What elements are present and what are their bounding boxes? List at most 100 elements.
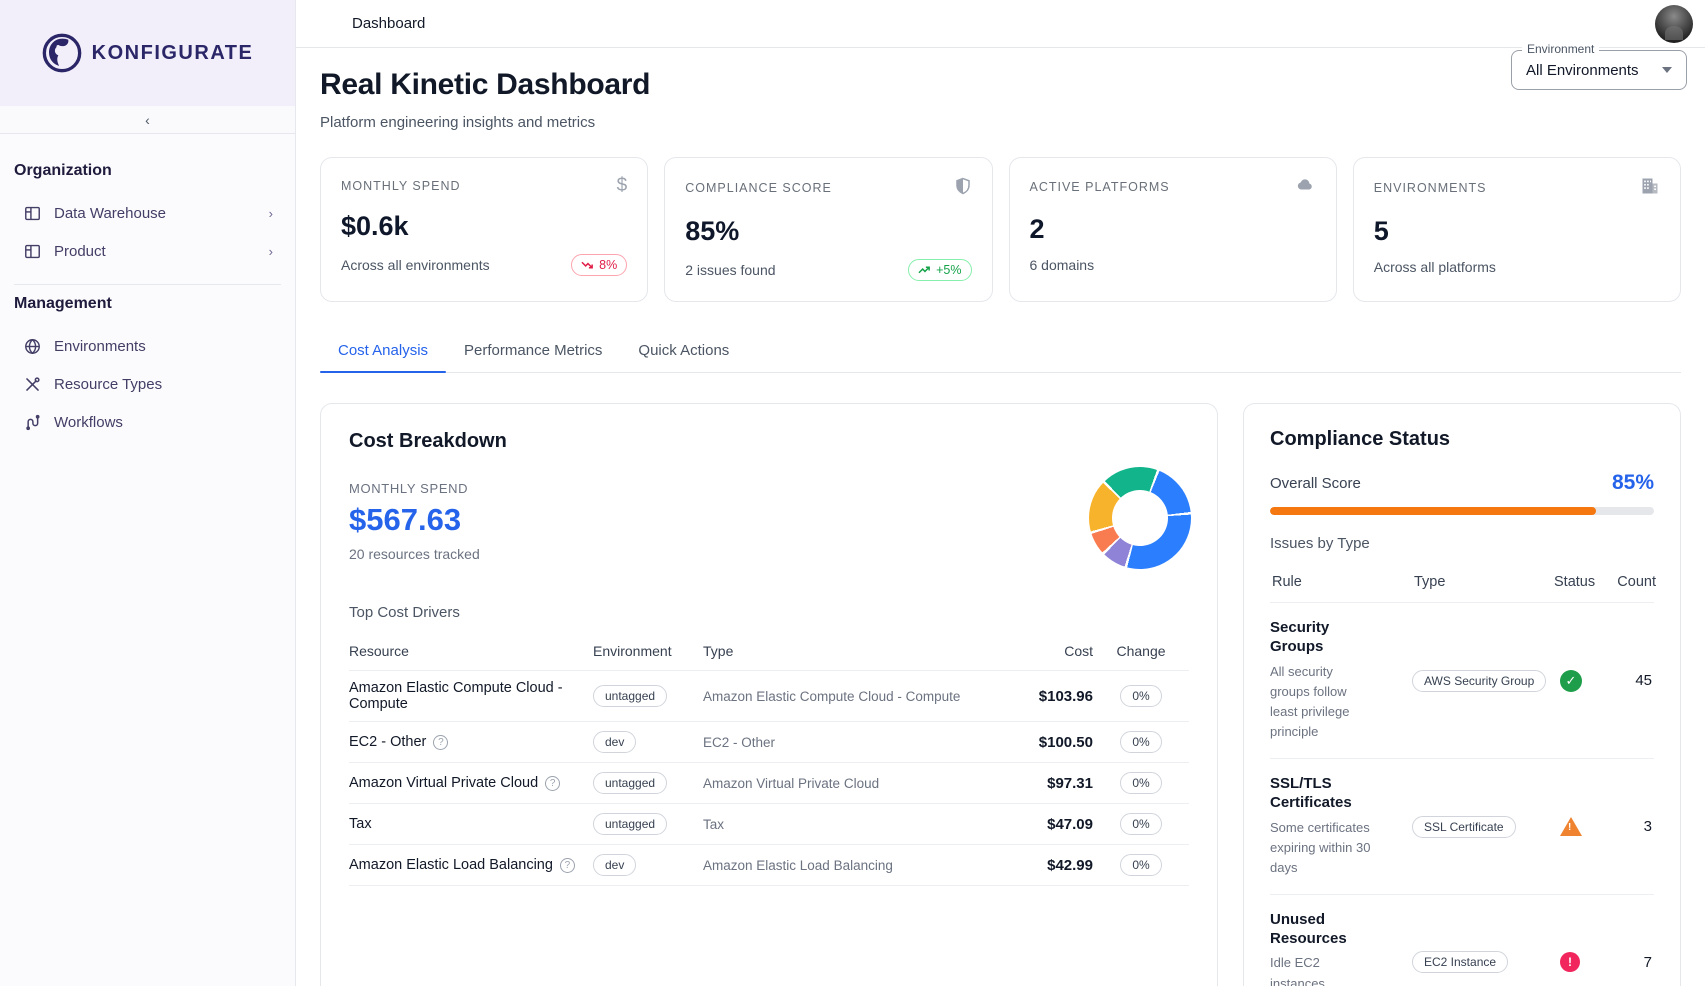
environment-tag: dev [593, 731, 637, 753]
environment-tag: dev [593, 854, 637, 876]
building-icon [1640, 176, 1660, 200]
resource-type: Amazon Elastic Load Balancing [703, 857, 893, 873]
content-columns: Cost Breakdown MONTHLY SPEND $567.63 20 … [320, 403, 1681, 986]
col-count: Count [1617, 574, 1656, 590]
stat-subtext: Across all platforms [1373, 259, 1496, 275]
tab-performance-metrics[interactable]: Performance Metrics [464, 342, 603, 359]
rule-name: Security Groups [1270, 619, 1330, 655]
sidebar-collapse-button[interactable]: ‹ [0, 106, 295, 134]
table-row: SSL/TLS Certificates Some certificates e… [1270, 758, 1654, 894]
issues-table-header: Rule Type Status Count [1270, 568, 1656, 602]
change-pill: 0% [1120, 772, 1162, 794]
change-pill: 0% [1120, 731, 1162, 753]
table-row: EC2 - Other? dev EC2 - Other $100.50 0% [349, 721, 1189, 762]
rule-description: All security groups follow least privile… [1270, 663, 1350, 739]
nav-section-management: Management [14, 295, 112, 312]
stat-card-environments: ENVIRONMENTS [1352, 157, 1681, 302]
col-rule: Rule [1272, 574, 1302, 590]
chevron-right-icon: › [268, 243, 273, 259]
sidebar-divider [14, 284, 281, 285]
globe-icon [22, 336, 42, 356]
environment-select[interactable]: Environment All Environments [1511, 42, 1687, 90]
stat-value: 2 [1029, 214, 1045, 244]
tab-cost-analysis[interactable]: Cost Analysis [320, 332, 447, 373]
warning-triangle-icon [1560, 817, 1582, 837]
sidebar-item-environments[interactable]: Environments [12, 327, 283, 365]
resource-cost: $42.99 [1047, 856, 1093, 874]
sidebar-item-workflows[interactable]: Workflows [12, 403, 283, 441]
tools-icon [22, 374, 42, 394]
stat-subtext: 6 domains [1029, 257, 1095, 273]
workflow-icon [22, 412, 42, 432]
resource-name: Tax [349, 816, 372, 832]
trending-up-icon [918, 266, 931, 274]
sidebar-item-data-warehouse[interactable]: Data Warehouse › [12, 194, 283, 232]
table-row: Amazon Elastic Load Balancing? dev Amazo… [349, 844, 1189, 886]
columns-icon [22, 203, 42, 223]
resource-name: Amazon Elastic Compute Cloud - Compute [349, 680, 563, 712]
environment-tag: untagged [593, 772, 668, 794]
sidebar-nav: Organization Data Warehouse › Product › [0, 134, 295, 459]
sidebar-item-resource-types[interactable]: Resource Types [12, 365, 283, 403]
check-circle-icon: ✓ [1560, 669, 1582, 692]
table-row: Amazon Elastic Compute Cloud - Compute u… [349, 670, 1189, 721]
shield-icon [954, 176, 972, 200]
col-type: Type [703, 643, 734, 659]
brand-logo: KONFIGURATE [0, 0, 295, 106]
trending-down-icon [581, 261, 594, 269]
overall-score-label: Overall Score [1270, 474, 1361, 492]
donut-hole [1112, 490, 1168, 546]
sidebar-item-label: Environments [54, 337, 146, 355]
rule-type-tag: AWS Security Group [1412, 669, 1547, 692]
sidebar-item-label: Product [54, 242, 106, 260]
table-row: Tax untagged Tax $47.09 0% [349, 803, 1189, 844]
environment-select-label: Environment [1522, 42, 1600, 56]
topbar: Dashboard [296, 0, 1705, 48]
rule-description: Some certificates expiring within 30 day… [1270, 819, 1371, 875]
col-change: Change [1116, 643, 1166, 659]
stat-label: MONTHLY SPEND [341, 178, 461, 193]
cost-donut-chart [1089, 467, 1191, 569]
sidebar-item-product[interactable]: Product › [12, 232, 283, 270]
resource-cost: $100.50 [1038, 733, 1093, 751]
help-icon[interactable]: ? [559, 857, 575, 873]
compliance-progress-fill [1270, 507, 1597, 515]
table-row: Amazon Virtual Private Cloud? untagged A… [349, 762, 1189, 803]
resource-type: Amazon Elastic Compute Cloud - Compute [703, 688, 961, 704]
change-pill: 0% [1120, 685, 1162, 707]
resource-name: EC2 - Other [349, 734, 427, 750]
tab-quick-actions[interactable]: Quick Actions [638, 342, 730, 359]
resource-name: Amazon Virtual Private Cloud [349, 775, 539, 791]
help-icon[interactable]: ? [545, 775, 561, 791]
stat-value: $0.6k [341, 211, 409, 241]
chevron-right-icon: › [268, 205, 273, 221]
rule-name: SSL/TLS Certificates [1270, 775, 1352, 811]
columns-icon [22, 241, 42, 261]
tab-bar: Cost Analysis Performance Metrics Quick … [320, 332, 1681, 373]
col-resource: Resource [349, 643, 409, 659]
stat-value: 85% [685, 216, 740, 246]
stat-card-active-platforms: ACTIVE PLATFORMS 2 6 domains [1008, 157, 1337, 302]
environment-tag: untagged [593, 685, 668, 707]
page-header: Real Kinetic Dashboard Platform engineer… [296, 42, 1705, 131]
compliance-title: Compliance Status [1270, 428, 1451, 450]
cost-breakdown-panel: Cost Breakdown MONTHLY SPEND $567.63 20 … [320, 403, 1218, 986]
issue-count: 3 [1643, 818, 1652, 836]
stat-label: COMPLIANCE SCORE [685, 181, 832, 195]
environment-tag: untagged [593, 813, 668, 835]
compliance-progress-track [1270, 507, 1654, 515]
stat-subtext: 2 issues found [685, 262, 776, 278]
rule-type-tag: EC2 Instance [1412, 951, 1509, 974]
brand-name: KONFIGURATE [91, 41, 254, 64]
stat-label: ACTIVE PLATFORMS [1029, 180, 1170, 194]
cost-drivers-table: Resource Environment Type Cost Change Am… [349, 635, 1189, 886]
chevron-left-icon: ‹ [145, 111, 150, 128]
page-subtitle: Platform engineering insights and metric… [320, 114, 596, 131]
table-row: Security Groups All security groups foll… [1270, 602, 1654, 758]
resource-name: Amazon Elastic Load Balancing [349, 857, 553, 873]
user-avatar[interactable] [1655, 5, 1693, 43]
change-pill: 0% [1120, 854, 1162, 876]
sidebar: KONFIGURATE ‹ Organization Data Warehous… [0, 0, 296, 986]
help-icon[interactable]: ? [433, 734, 449, 750]
